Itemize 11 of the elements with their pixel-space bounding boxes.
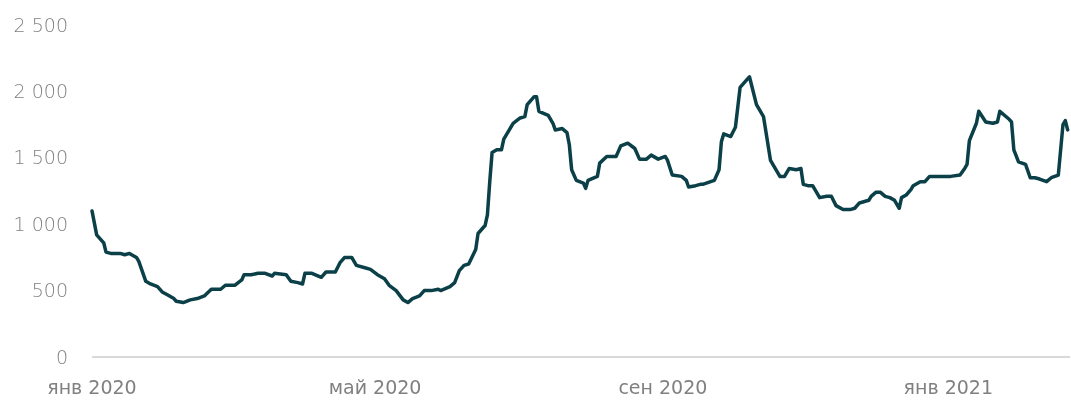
y-tick-label: 0 <box>55 345 68 368</box>
y-tick-label: 2 000 <box>13 80 68 103</box>
x-tick-label: сен 2020 <box>618 376 708 398</box>
y-tick-label: 1 000 <box>13 212 68 235</box>
y-tick-label: 2 500 <box>13 13 68 36</box>
y-tick-label: 1 500 <box>13 146 68 169</box>
x-tick-label: янв 2020 <box>47 376 137 398</box>
line-series <box>90 75 1070 305</box>
x-tick-label: янв 2021 <box>903 376 994 398</box>
x-tick-label: май 2020 <box>328 376 422 398</box>
y-tick-label: 500 <box>31 279 68 302</box>
